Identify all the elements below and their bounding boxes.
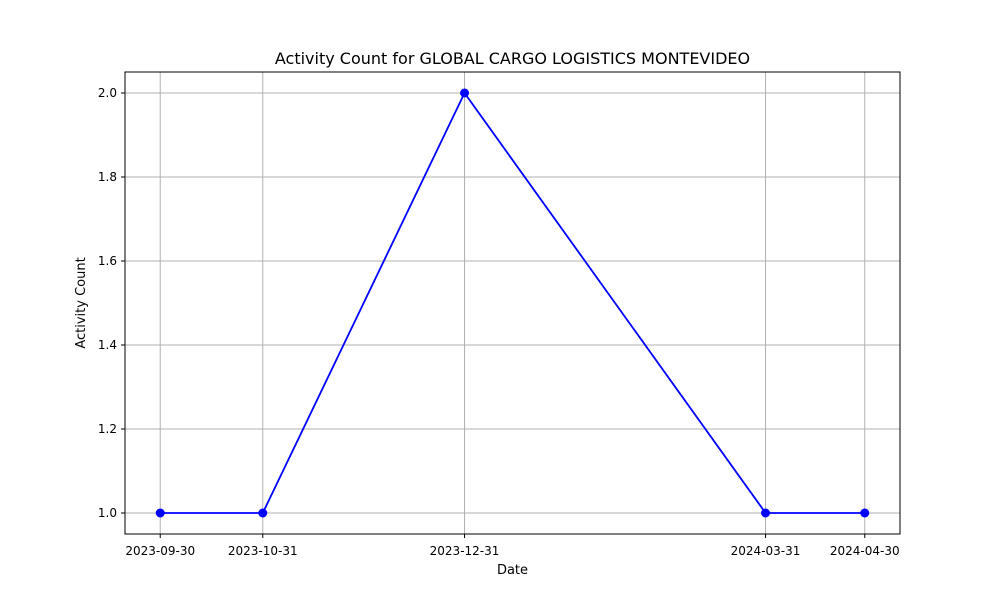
x-tick-label: 2023-10-31 (228, 544, 298, 558)
y-axis: 1.0 1.2 1.4 1.6 1.8 2.0 (98, 86, 125, 520)
x-axis-label: Date (497, 563, 528, 578)
plot-frame (124, 71, 901, 535)
chart-title: Activity Count for GLOBAL CARGO LOGISTIC… (275, 49, 750, 68)
x-tick-label: 2024-04-30 (830, 544, 900, 558)
y-tick-label: 1.8 (98, 170, 117, 184)
data-point (258, 508, 268, 518)
y-tick-label: 2.0 (98, 86, 117, 100)
plot-series (155, 88, 870, 518)
data-point (860, 508, 870, 518)
y-tick-label: 1.2 (98, 422, 117, 436)
y-axis-label: Activity Count (74, 257, 89, 348)
x-tick-label: 2023-12-31 (430, 544, 500, 558)
y-tick-label: 1.6 (98, 254, 117, 268)
x-axis: 2023-09-30 2023-10-31 2023-12-31 2024-03-31… (125, 534, 900, 558)
data-point (155, 508, 165, 518)
x-tick-label: 2024-03-31 (731, 544, 801, 558)
y-tick-label: 1.0 (98, 506, 117, 520)
data-point (460, 88, 470, 98)
x-tick-label: 2023-09-30 (125, 544, 195, 558)
y-tick-label: 1.4 (98, 338, 117, 352)
data-point (761, 508, 771, 518)
